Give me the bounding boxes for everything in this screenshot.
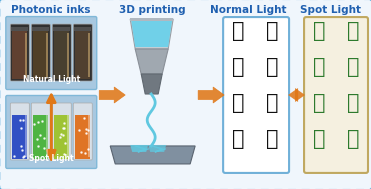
Bar [33, 115, 48, 159]
FancyBboxPatch shape [73, 103, 92, 160]
FancyBboxPatch shape [10, 24, 29, 81]
Text: 已: 已 [266, 93, 278, 113]
Bar [295, 91, 298, 99]
Bar [32, 27, 49, 31]
Text: 不: 不 [347, 21, 359, 41]
FancyBboxPatch shape [31, 24, 50, 81]
Text: Spot Light: Spot Light [299, 5, 361, 15]
Text: 3D printing: 3D printing [119, 5, 186, 15]
Text: Spot Light: Spot Light [29, 154, 73, 163]
Bar [12, 31, 27, 79]
Text: Natural Light: Natural Light [23, 75, 80, 84]
FancyBboxPatch shape [223, 17, 289, 173]
Bar [25, 33, 27, 77]
Polygon shape [148, 145, 166, 152]
Polygon shape [131, 20, 172, 47]
Text: 以: 以 [313, 57, 325, 77]
Text: 不: 不 [266, 21, 278, 41]
Polygon shape [288, 88, 298, 102]
Polygon shape [130, 19, 173, 49]
Bar [46, 115, 48, 157]
Bar [11, 27, 28, 31]
Bar [130, 18, 173, 21]
Text: 想: 想 [266, 129, 278, 149]
Polygon shape [135, 49, 168, 74]
Text: 不: 不 [313, 21, 325, 41]
FancyBboxPatch shape [6, 17, 97, 90]
Bar [54, 31, 69, 79]
Bar [33, 31, 48, 79]
FancyBboxPatch shape [52, 103, 71, 160]
Text: 以: 以 [347, 57, 359, 77]
Text: Normal Light: Normal Light [210, 5, 286, 15]
Bar [46, 33, 48, 77]
Text: 喜: 喜 [232, 129, 244, 149]
Text: 已: 已 [347, 93, 359, 113]
FancyBboxPatch shape [73, 24, 92, 81]
Polygon shape [110, 146, 195, 164]
Polygon shape [198, 87, 224, 103]
Bar [74, 27, 91, 31]
Text: Photonic inks: Photonic inks [10, 5, 90, 15]
FancyBboxPatch shape [6, 95, 97, 168]
Text: 以: 以 [232, 57, 244, 77]
Bar [75, 115, 90, 159]
Bar [25, 115, 27, 157]
FancyBboxPatch shape [52, 24, 71, 81]
Text: 想: 想 [347, 129, 359, 149]
Bar [67, 115, 69, 157]
Polygon shape [141, 74, 162, 94]
Bar [54, 115, 69, 159]
Polygon shape [130, 145, 148, 152]
Text: 以: 以 [266, 57, 278, 77]
Bar [88, 115, 90, 157]
FancyBboxPatch shape [304, 17, 368, 173]
Polygon shape [99, 87, 125, 103]
Bar [53, 27, 70, 31]
Text: 喜: 喜 [313, 129, 325, 149]
Text: 物: 物 [232, 93, 244, 113]
Text: 物: 物 [313, 93, 325, 113]
Bar [12, 115, 27, 159]
Bar [67, 33, 69, 77]
FancyBboxPatch shape [10, 103, 29, 160]
Text: 不: 不 [232, 21, 244, 41]
Bar [88, 33, 90, 77]
FancyBboxPatch shape [31, 103, 50, 160]
Bar [75, 31, 90, 79]
Polygon shape [295, 88, 305, 102]
